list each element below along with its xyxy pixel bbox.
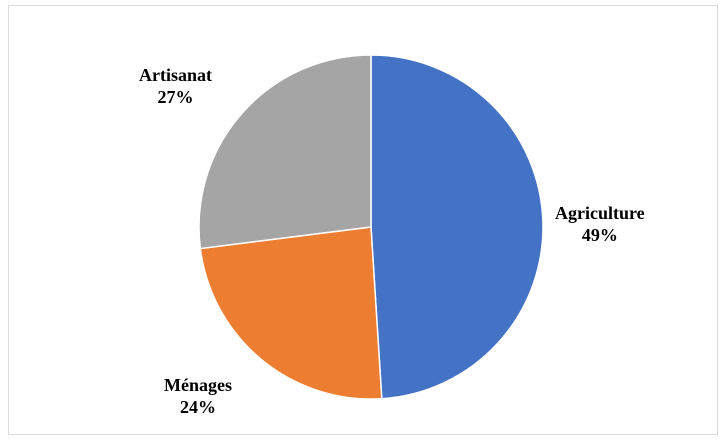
slice-label-menages: Ménages 24%: [164, 374, 232, 418]
pie-slice-agriculture: [370, 54, 544, 400]
slice-label-artisanat: Artisanat 27%: [139, 64, 212, 108]
slice-label-agriculture-name: Agriculture: [555, 203, 645, 223]
slice-label-agriculture-percent: 49%: [581, 225, 618, 245]
pie-slice-menages: [199, 226, 383, 400]
pie-slice-artisanat: [198, 54, 372, 250]
slice-label-agriculture: Agriculture 49%: [555, 202, 645, 246]
slice-label-menages-percent: 24%: [179, 397, 216, 417]
slice-label-artisanat-name: Artisanat: [139, 65, 212, 85]
slice-label-artisanat-percent: 27%: [157, 87, 194, 107]
slice-label-menages-name: Ménages: [164, 375, 232, 395]
